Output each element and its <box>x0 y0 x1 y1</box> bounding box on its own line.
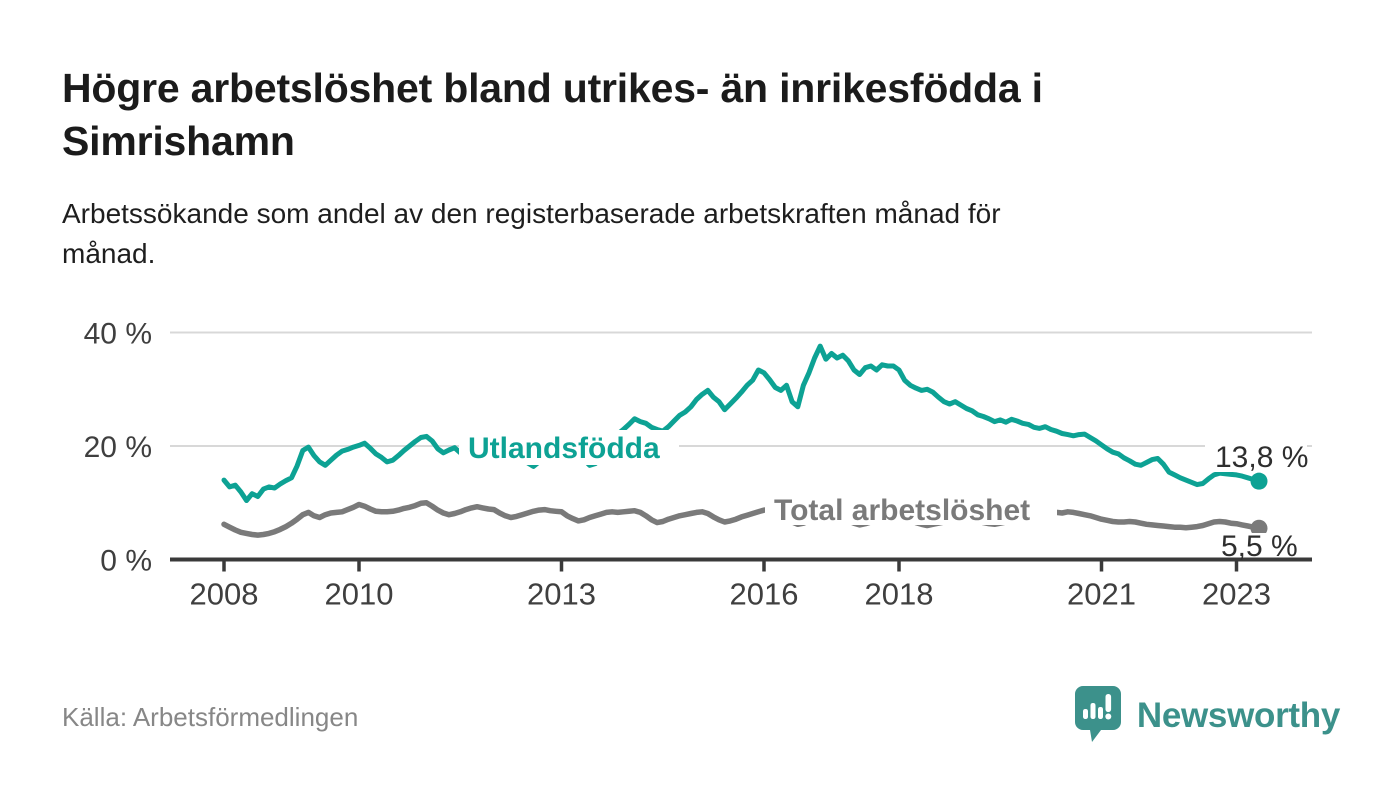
x-tick-label-2010: 2010 <box>325 577 394 612</box>
x-tick-label-2016: 2016 <box>730 577 799 612</box>
chart-title-line-1: Högre arbetslöshet bland utrikes- än inr… <box>62 65 1043 111</box>
bar-3 <box>1097 707 1103 719</box>
series-line-total-arbetsl-shet <box>221 500 1262 538</box>
end-value-plate-utlandsf-dda <box>1205 443 1307 472</box>
y-tick-label-20: 20 % <box>84 431 152 464</box>
chart-subtitle-line-2: månad. <box>62 238 156 269</box>
newsworthy-bubble-icon <box>1074 686 1121 742</box>
series-line-utlandsf-dda <box>221 343 1262 503</box>
end-value-label-total-arbetsl-shet: 5,5 % <box>1221 530 1298 563</box>
y-tick-label-0: 0 % <box>100 545 152 578</box>
newsworthy-logo: Newsworthy <box>1073 684 1340 748</box>
end-value-plate-total-arbetsl-shet <box>1211 533 1301 557</box>
end-dot-utlandsf-dda <box>1250 472 1268 490</box>
exclamation-dot <box>1105 713 1112 720</box>
x-tick-label-2023: 2023 <box>1202 577 1271 612</box>
bar-2 <box>1090 703 1096 719</box>
y-tick-label-40: 40 % <box>84 318 152 351</box>
source-note: Källa: Arbetsförmedlingen <box>62 702 359 732</box>
chart-subtitle-line-1: Arbetssökande som andel av den registerb… <box>62 198 1001 229</box>
chart-title-line-2: Simrishamn <box>62 118 295 164</box>
x-tick-label-2013: 2013 <box>527 577 596 612</box>
x-tick-label-2021: 2021 <box>1067 577 1136 612</box>
series-label-plate-total-arbetsl-shet <box>765 492 1057 525</box>
series-label-plate-utlandsf-dda <box>459 430 679 465</box>
bar-1 <box>1082 709 1088 719</box>
brand-name: Newsworthy <box>1136 696 1340 735</box>
end-value-label-utlandsf-dda: 13,8 % <box>1215 441 1308 474</box>
chart-subtitle: Arbetssökande som andel av den registerb… <box>62 194 1352 274</box>
chart-title: Högre arbetslöshet bland utrikes- än inr… <box>62 62 1352 168</box>
end-dot-total-arbetsl-shet <box>1250 519 1268 537</box>
series-label-utlandsf-dda: Utlandsfödda <box>468 432 660 465</box>
x-tick-label-2008: 2008 <box>190 577 259 612</box>
exclamation-bar <box>1105 694 1111 712</box>
series-label-total-arbetsl-shet: Total arbetslöshet <box>774 494 1030 527</box>
x-tick-label-2018: 2018 <box>865 577 934 612</box>
